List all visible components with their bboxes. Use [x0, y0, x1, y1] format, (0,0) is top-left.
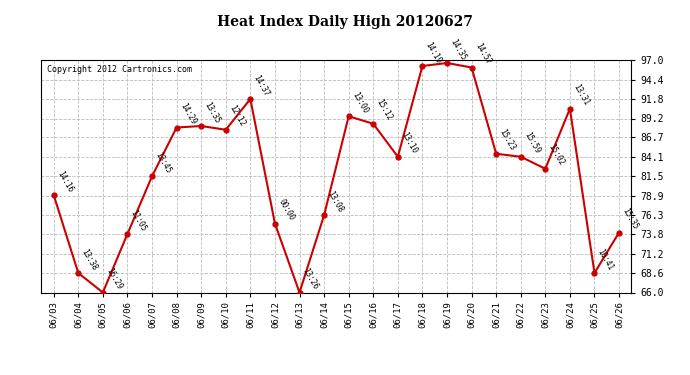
Text: 13:38: 13:38	[79, 247, 99, 272]
Text: 00:00: 00:00	[276, 198, 296, 222]
Text: 13:31: 13:31	[571, 83, 591, 107]
Text: 14:29: 14:29	[178, 102, 197, 126]
Text: 14:57: 14:57	[473, 42, 493, 66]
Text: 11:05: 11:05	[129, 208, 148, 232]
Text: 12:12: 12:12	[227, 104, 246, 128]
Text: 13:26: 13:26	[301, 267, 320, 291]
Text: 15:35: 15:35	[620, 207, 640, 231]
Text: 15:59: 15:59	[522, 131, 542, 155]
Text: 16:29: 16:29	[104, 267, 124, 291]
Text: 15:02: 15:02	[546, 143, 566, 167]
Text: Copyright 2012 Cartronics.com: Copyright 2012 Cartronics.com	[48, 64, 193, 74]
Text: 13:45: 13:45	[153, 150, 172, 175]
Text: 14:35: 14:35	[448, 37, 468, 62]
Text: 15:23: 15:23	[497, 128, 517, 152]
Text: Heat Index Daily High 20120627: Heat Index Daily High 20120627	[217, 15, 473, 29]
Text: 13:35: 13:35	[203, 100, 222, 124]
Text: 14:16: 14:16	[55, 169, 75, 194]
Text: 14:19: 14:19	[424, 40, 443, 64]
Text: 13:00: 13:00	[350, 90, 369, 115]
Text: 15:12: 15:12	[375, 98, 394, 122]
Text: 13:10: 13:10	[400, 131, 419, 155]
Text: 10:41: 10:41	[596, 247, 615, 272]
Text: 14:37: 14:37	[252, 73, 271, 98]
Text: 13:08: 13:08	[326, 189, 345, 214]
